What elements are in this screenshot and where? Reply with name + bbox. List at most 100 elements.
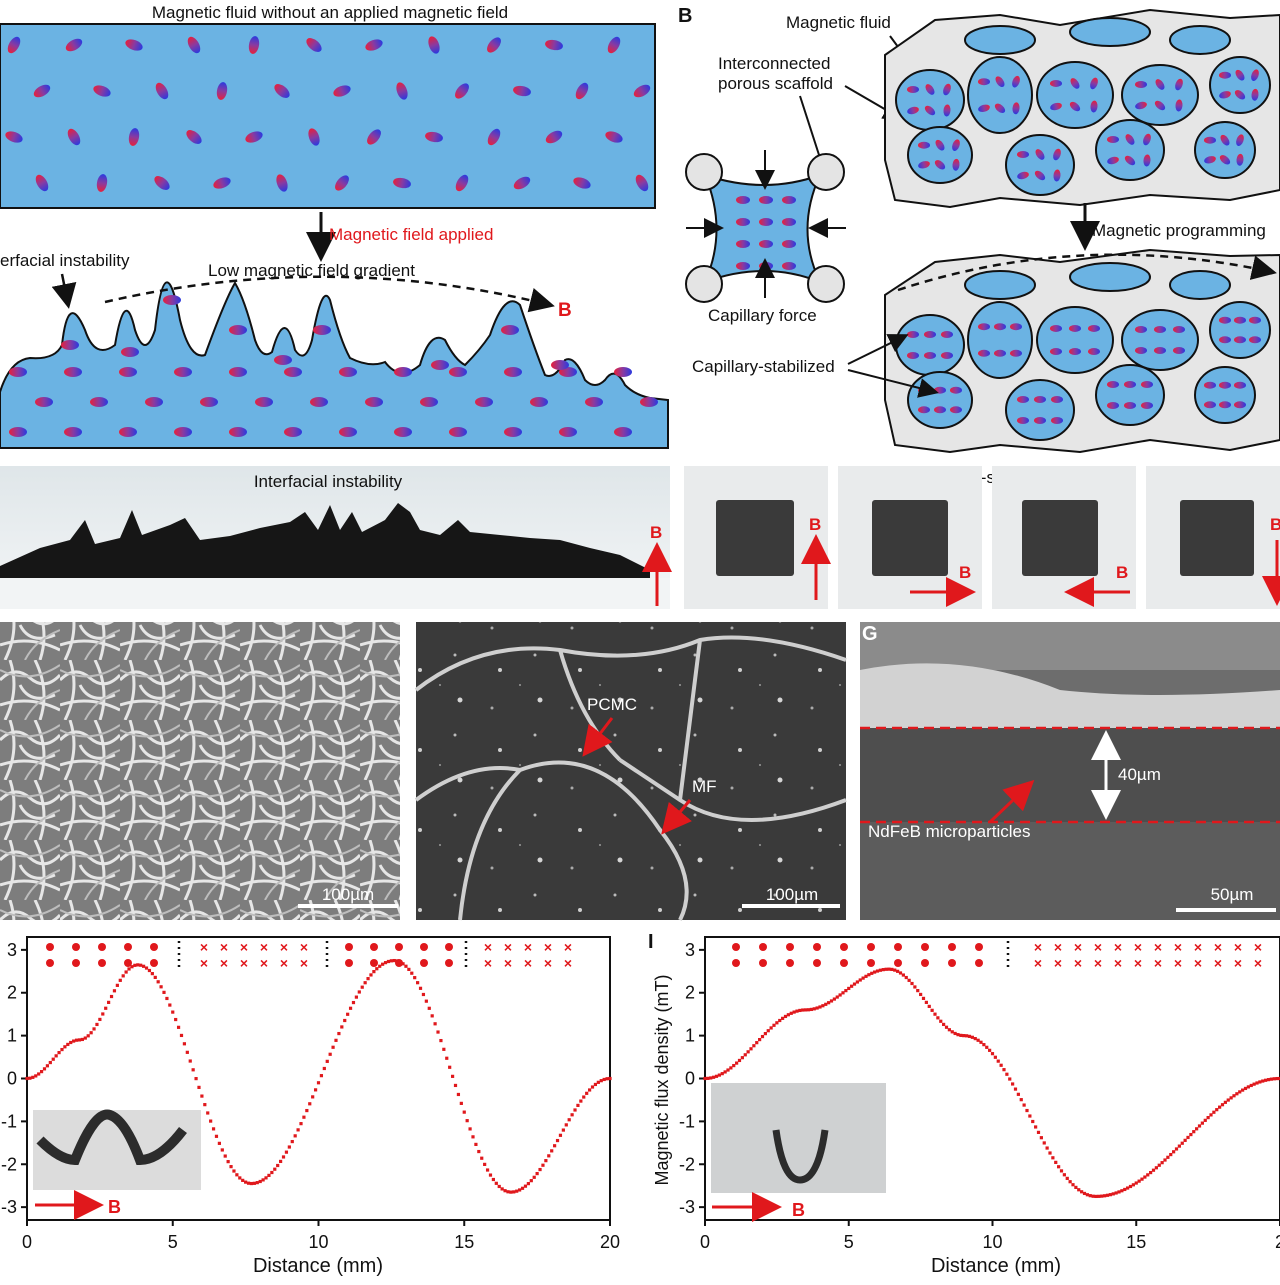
chart-h-pole-markers: ××××××××××××××××××××××: [46, 939, 572, 971]
dipole: [64, 427, 82, 437]
data-point: [348, 1006, 353, 1010]
data-point: [279, 1159, 283, 1164]
dipole: [950, 386, 962, 394]
dipole: [759, 196, 773, 204]
dipole: [1219, 401, 1231, 409]
dipole: [455, 83, 469, 99]
panel-d: D Capillary-stabilized B B B B: [684, 465, 1280, 609]
data-point: [264, 1176, 268, 1180]
data-point: [383, 961, 388, 965]
pcmc-arrow: [582, 717, 614, 757]
dipole: [1124, 381, 1136, 388]
data-point: [147, 968, 152, 973]
data-point: [112, 989, 117, 993]
data-point: [835, 995, 839, 999]
data-point: [450, 1074, 455, 1078]
pole-dot: [786, 943, 794, 951]
magnetic-fluid-label: Magnetic fluid: [786, 13, 891, 32]
dipole: [276, 174, 288, 192]
dipole: [1135, 101, 1147, 110]
dipole: [93, 85, 111, 97]
dipole: [1088, 324, 1100, 332]
dipole: [1017, 417, 1029, 424]
data-point: [485, 1168, 490, 1172]
pole-cross: ×: [524, 955, 532, 971]
data-point: [98, 1017, 102, 1022]
data-point: [281, 1155, 286, 1159]
pole-cross: ×: [200, 939, 208, 955]
data-point: [80, 1037, 84, 1042]
dipole: [35, 397, 53, 407]
data-point: [351, 1000, 356, 1005]
data-point: [1215, 1108, 1219, 1112]
data-point: [1218, 1105, 1222, 1109]
b-label-h: B: [108, 1197, 121, 1217]
pole-dot: [370, 959, 378, 967]
dipole: [1175, 99, 1183, 112]
data-point: [783, 1014, 788, 1019]
panel-b: B Magnetic fluid Interconnected porous s…: [678, 5, 1280, 454]
data-point: [1128, 1184, 1133, 1189]
pole-cross: ×: [524, 939, 532, 955]
dipole: [978, 349, 990, 357]
pore: [895, 69, 965, 131]
data-point: [703, 1076, 707, 1081]
b-label-d3: B: [1116, 563, 1128, 582]
dipole: [420, 397, 438, 407]
y-tick-label: -3: [1, 1197, 17, 1217]
data-point: [778, 1018, 782, 1023]
data-point: [564, 1123, 568, 1127]
data-point: [858, 978, 862, 982]
data-point: [1094, 1194, 1098, 1199]
data-point: [206, 1111, 210, 1115]
data-point: [1197, 1124, 1202, 1128]
data-point: [1134, 1181, 1138, 1185]
spiked-fluid-surface: [0, 281, 669, 449]
dipole: [545, 39, 563, 51]
b-label-c: B: [650, 523, 662, 542]
pole-cross: ×: [1034, 939, 1042, 955]
dipole: [1090, 77, 1098, 90]
pole-cross: ×: [1034, 955, 1042, 971]
dipole: [1219, 316, 1231, 324]
pole-dot: [894, 959, 902, 967]
data-point: [389, 959, 393, 963]
x-tick-label: 0: [700, 1232, 710, 1252]
dipole: [907, 86, 919, 93]
data-point: [1223, 1100, 1227, 1104]
dipole: [1173, 326, 1185, 333]
data-point: [1238, 1090, 1242, 1094]
dipole: [393, 177, 411, 189]
instability-arrow: [51, 273, 77, 309]
dipole: [759, 218, 773, 226]
data-point: [1200, 1121, 1204, 1125]
dipole: [575, 82, 589, 100]
data-point: [296, 1128, 300, 1132]
data-point: [1249, 1083, 1253, 1088]
data-point: [916, 989, 920, 993]
pole-dot: [46, 943, 54, 951]
data-point: [217, 1141, 221, 1145]
x-tick-label: 15: [454, 1232, 474, 1252]
pole-cross: ×: [504, 955, 512, 971]
dipole: [1010, 323, 1022, 331]
pore: [1121, 64, 1199, 126]
data-point: [1169, 1152, 1173, 1157]
data-point: [1016, 1092, 1020, 1096]
data-point: [331, 1045, 335, 1049]
dipole: [310, 397, 328, 407]
pole-cross: ×: [1074, 955, 1082, 971]
data-point: [1080, 1190, 1084, 1194]
dipole: [425, 131, 443, 143]
data-point: [760, 1034, 765, 1039]
dipole-grid: [5, 36, 651, 192]
data-point: [1057, 1165, 1061, 1169]
pole-dot: [948, 959, 956, 967]
data-point: [570, 1113, 574, 1117]
dipole: [1219, 71, 1231, 79]
dipole: [1204, 401, 1216, 409]
data-point: [1117, 1190, 1121, 1194]
data-point: [1091, 1194, 1095, 1198]
pole-cross: ×: [240, 939, 248, 955]
